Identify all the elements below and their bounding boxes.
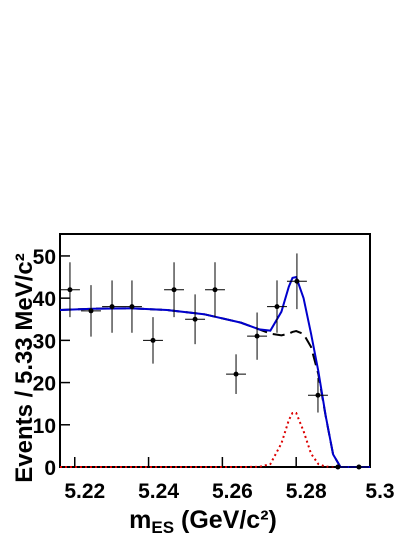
x-tick-label: 5.22 [64, 480, 105, 503]
y-tick-label: 50 [33, 246, 56, 269]
y-tick-label: 0 [44, 457, 56, 480]
data-point [274, 304, 280, 310]
fit-curve [60, 411, 370, 468]
x-tick-label: 5.28 [286, 480, 327, 503]
x-axis-label: mES (GeV/c²) [129, 506, 277, 537]
data-point [294, 278, 300, 284]
x-tick-label: 5.24 [138, 480, 179, 503]
y-tick-label: 20 [33, 373, 56, 396]
data-point [129, 304, 135, 310]
y-axis-label: Events / 5.33 MeV/c² [11, 253, 38, 482]
data-point [171, 287, 177, 293]
x-tick-label: 5.3 [365, 480, 394, 503]
data-point [88, 308, 94, 314]
x-label-sub: ES [151, 518, 174, 537]
x-label-main: m [129, 506, 151, 534]
fit-curve [59, 275, 370, 468]
data-point [335, 464, 341, 470]
data-point [109, 304, 115, 310]
fit-curve [59, 307, 370, 468]
y-tick-label: 40 [33, 288, 56, 311]
data-point [315, 392, 321, 398]
x-label-unit: (GeV/c²) [174, 506, 277, 534]
data-point [356, 464, 362, 470]
data-point [67, 287, 73, 293]
data-point [150, 337, 156, 343]
y-tick-label: 10 [33, 415, 56, 438]
data-point [212, 287, 218, 293]
data-point [254, 333, 260, 339]
y-tick-label: 30 [33, 330, 56, 353]
data-point [233, 371, 239, 377]
data-point [192, 316, 198, 322]
x-tick-label: 5.26 [212, 480, 253, 503]
